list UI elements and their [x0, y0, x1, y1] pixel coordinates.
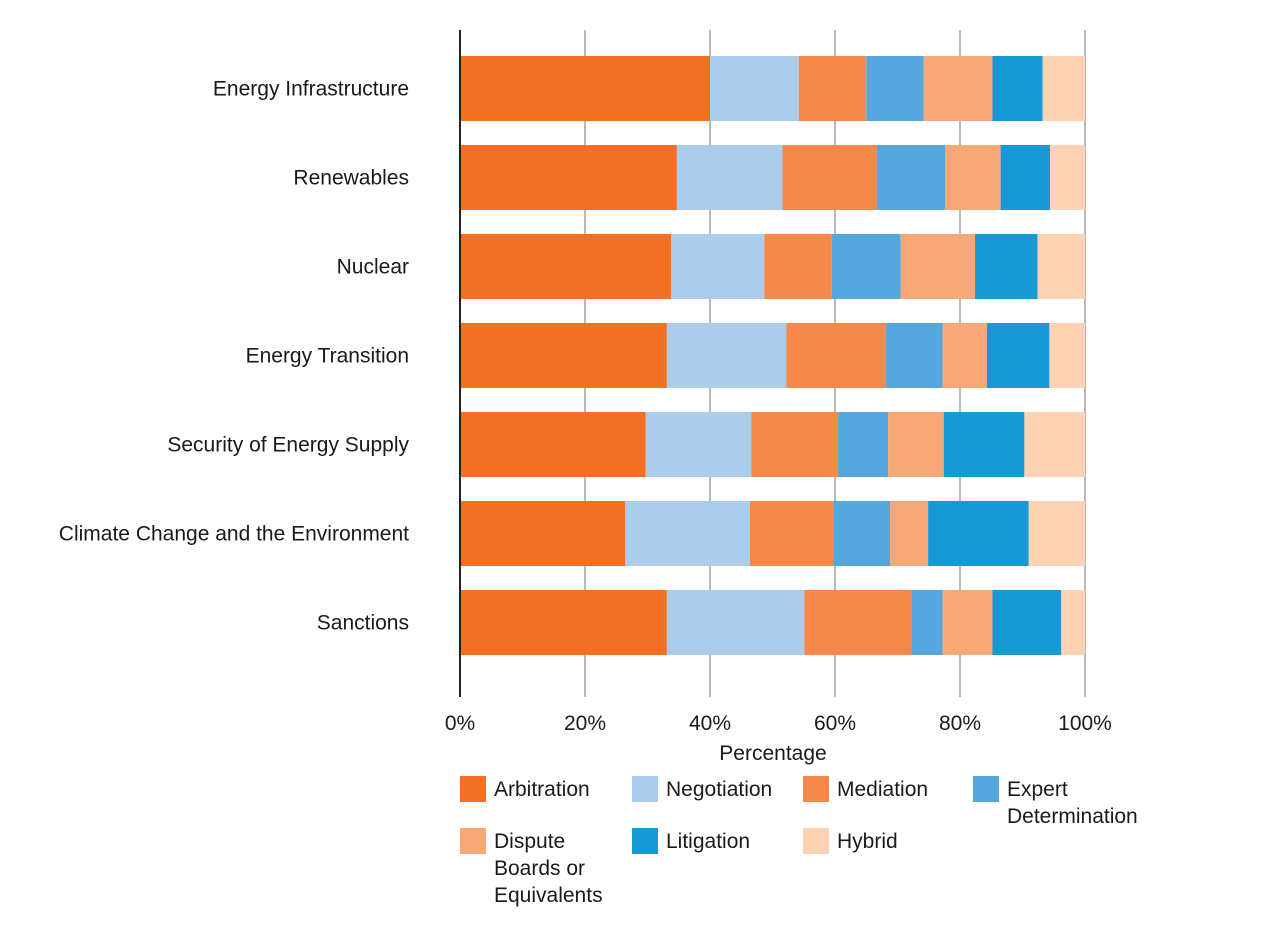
bar-sanctions-expert-determination	[911, 590, 943, 655]
bar-security-of-energy-supply-negotiation	[645, 412, 752, 477]
legend-item-mediation: Mediation	[803, 776, 972, 803]
x-tick-label-80: 80%	[939, 712, 981, 735]
bar-climate-change-and-the-environment-negotiation	[625, 501, 750, 566]
bar-sanctions-mediation	[804, 590, 912, 655]
legend-item-hybrid: Hybrid	[803, 828, 972, 855]
bar-climate-change-and-the-environment-mediation	[750, 501, 834, 566]
bar-energy-infrastructure-litigation	[992, 56, 1043, 121]
legend-label-expert-determination: Expert Determination	[1007, 778, 1138, 828]
category-label-sanctions: Sanctions	[317, 612, 409, 635]
bar-climate-change-and-the-environment-expert-determination	[833, 501, 890, 566]
bar-security-of-energy-supply-mediation	[751, 412, 839, 477]
bar-renewables-dispute-boards-or-equivalents	[945, 145, 1001, 210]
bar-renewables-expert-determination	[876, 145, 945, 210]
legend-item-negotiation: Negotiation	[632, 776, 801, 803]
legend-label-dispute-boards-or-equivalents: Dispute Boards or Equivalents	[494, 830, 603, 907]
bar-security-of-energy-supply-litigation	[943, 412, 1025, 477]
x-tick-label-20: 20%	[564, 712, 606, 735]
bar-energy-infrastructure-dispute-boards-or-equivalents	[923, 56, 993, 121]
bar-energy-infrastructure-arbitration	[460, 56, 710, 121]
bar-nuclear-arbitration	[460, 234, 672, 299]
legend-label-litigation: Litigation	[666, 830, 751, 853]
legend-label-negotiation: Negotiation	[666, 778, 773, 801]
bar-energy-transition-litigation	[986, 323, 1050, 388]
category-label-renewables: Renewables	[293, 167, 409, 190]
bar-climate-change-and-the-environment-arbitration	[460, 501, 625, 566]
bars	[460, 56, 1085, 655]
legend-swatch-mediation	[803, 776, 829, 802]
x-tick-label-100: 100%	[1058, 712, 1112, 735]
bar-renewables-negotiation	[676, 145, 783, 210]
legend-swatch-arbitration	[460, 776, 486, 802]
bar-energy-infrastructure-hybrid	[1042, 56, 1085, 121]
bar-energy-infrastructure-mediation	[798, 56, 867, 121]
bar-nuclear-negotiation	[671, 234, 765, 299]
legend-swatch-hybrid	[803, 828, 829, 854]
x-tick-label-60: 60%	[814, 712, 856, 735]
legend: Arbitration Negotiation Mediation Expert De…	[460, 776, 1180, 916]
legend-swatch-litigation	[632, 828, 658, 854]
category-labels: Energy Infrastructure Renewables Nuclear En…	[59, 78, 410, 635]
bar-energy-infrastructure-expert-determination	[866, 56, 924, 121]
bar-nuclear-litigation	[975, 234, 1038, 299]
category-label-energy-infrastructure: Energy Infrastructure	[213, 78, 409, 101]
category-label-energy-transition: Energy Transition	[246, 345, 409, 368]
x-tick-label-40: 40%	[689, 712, 731, 735]
bar-energy-transition-negotiation	[666, 323, 787, 388]
legend-item-litigation: Litigation	[632, 828, 801, 855]
bar-energy-infrastructure-negotiation	[710, 56, 799, 121]
legend-swatch-expert-determination	[973, 776, 999, 802]
category-label-climate-change-and-the-environment: Climate Change and the Environment	[59, 523, 409, 546]
bar-nuclear-mediation	[764, 234, 832, 299]
x-tick-label-0: 0%	[445, 712, 475, 735]
legend-label-mediation: Mediation	[837, 778, 929, 801]
bar-energy-transition-dispute-boards-or-equivalents	[942, 323, 987, 388]
bar-climate-change-and-the-environment-litigation	[928, 501, 1029, 566]
legend-label-arbitration: Arbitration	[494, 778, 590, 801]
bar-renewables-arbitration	[460, 145, 677, 210]
x-tick-labels: 0% 20% 40% 60% 80% 100%	[445, 712, 1112, 735]
legend-item-expert-determination: Expert Determination	[973, 776, 1187, 830]
bar-energy-transition-mediation	[786, 323, 886, 388]
bar-sanctions-arbitration	[460, 590, 667, 655]
bar-energy-transition-expert-determination	[885, 323, 943, 388]
legend-item-dispute-boards-or-equivalents: Dispute Boards or Equivalents	[460, 828, 624, 909]
bar-nuclear-hybrid	[1037, 234, 1085, 299]
bar-sanctions-hybrid	[1061, 590, 1085, 655]
bar-climate-change-and-the-environment-hybrid	[1028, 501, 1085, 566]
bar-sanctions-dispute-boards-or-equivalents	[942, 590, 993, 655]
bar-climate-change-and-the-environment-dispute-boards-or-equivalents	[890, 501, 929, 566]
legend-swatch-negotiation	[632, 776, 658, 802]
bar-sanctions-negotiation	[666, 590, 805, 655]
bar-nuclear-dispute-boards-or-equivalents	[900, 234, 975, 299]
bar-energy-transition-arbitration	[460, 323, 667, 388]
category-label-security-of-energy-supply: Security of Energy Supply	[167, 434, 409, 457]
category-label-nuclear: Nuclear	[337, 256, 409, 279]
legend-item-arbitration: Arbitration	[460, 776, 624, 803]
bar-renewables-litigation	[1000, 145, 1050, 210]
bar-nuclear-expert-determination	[831, 234, 901, 299]
bar-security-of-energy-supply-hybrid	[1024, 412, 1085, 477]
x-axis-title: Percentage	[719, 742, 826, 765]
bar-energy-transition-hybrid	[1049, 323, 1085, 388]
legend-label-hybrid: Hybrid	[837, 830, 898, 853]
legend-swatch-dispute-boards-or-equivalents	[460, 828, 486, 854]
bar-security-of-energy-supply-expert-determination	[838, 412, 889, 477]
bar-security-of-energy-supply-arbitration	[460, 412, 646, 477]
bar-renewables-mediation	[782, 145, 877, 210]
bar-sanctions-litigation	[992, 590, 1062, 655]
bar-renewables-hybrid	[1050, 145, 1085, 210]
bar-security-of-energy-supply-dispute-boards-or-equivalents	[888, 412, 944, 477]
